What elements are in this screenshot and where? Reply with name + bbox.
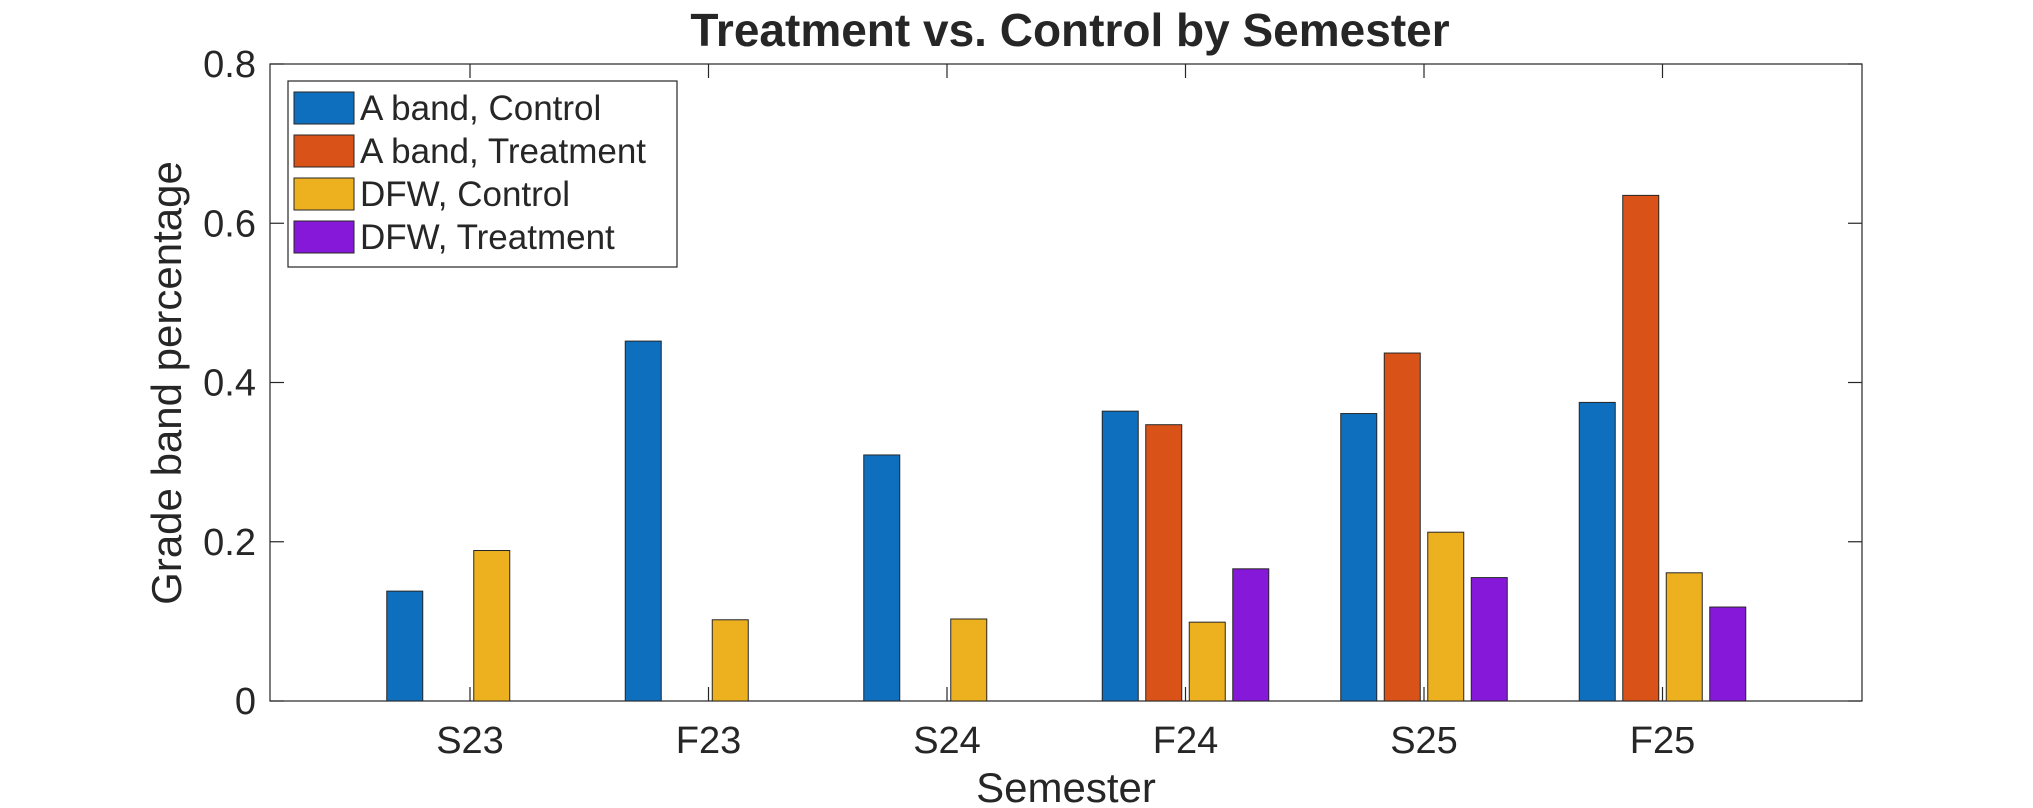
bar-s25-series-1 xyxy=(1340,413,1378,702)
legend-swatch xyxy=(293,134,355,168)
legend-label: DFW, Treatment xyxy=(360,218,615,257)
y-tick-label: 0.8 xyxy=(203,44,256,86)
legend-label: A band, Treatment xyxy=(360,132,646,171)
axis-ticks: S23 F23 S24 F24 S25 F25 0 0.2 0.4 0.6 0.8 xyxy=(203,44,1862,762)
bar-s25-series-2 xyxy=(1383,352,1421,702)
bar-f25-series-4 xyxy=(1709,606,1747,702)
bar-f24-series-3 xyxy=(1188,621,1226,702)
x-tick-label: S24 xyxy=(913,720,981,762)
bar-f25-series-2 xyxy=(1622,194,1660,702)
x-axis-label: Semester xyxy=(976,764,1156,808)
bar-f25-series-1 xyxy=(1578,401,1616,702)
bar-s23-series-3 xyxy=(473,550,511,702)
bar-s25-series-4 xyxy=(1470,577,1508,702)
bar-s24-series-3 xyxy=(950,618,988,702)
x-tick-label: S25 xyxy=(1390,720,1458,762)
bar-s24-series-1 xyxy=(863,454,901,702)
chart-title: Treatment vs. Control by Semester xyxy=(690,4,1449,56)
y-tick-label: 0 xyxy=(235,681,256,723)
x-tick-label: S23 xyxy=(436,720,504,762)
y-axis-label: Grade band percentage xyxy=(143,161,190,605)
bar-f24-series-4 xyxy=(1232,568,1270,702)
legend-label: A band, Control xyxy=(360,89,601,128)
x-tick-label: F23 xyxy=(676,720,741,762)
legend-swatch xyxy=(293,91,355,125)
legend-swatch xyxy=(293,177,355,211)
bar-f24-series-2 xyxy=(1145,424,1183,702)
bar-s23-series-1 xyxy=(386,590,424,702)
bars-group xyxy=(386,194,1747,702)
legend-swatch xyxy=(293,220,355,254)
x-tick-label: F25 xyxy=(1630,720,1695,762)
y-tick-label: 0.4 xyxy=(203,363,256,405)
bar-f24-series-1 xyxy=(1101,410,1139,702)
y-tick-label: 0.2 xyxy=(203,522,256,564)
x-tick-label: F24 xyxy=(1153,720,1218,762)
legend-label: DFW, Control xyxy=(360,175,570,214)
legend: A band, Control A band, Treatment DFW, Con… xyxy=(287,80,678,268)
y-tick-label: 0.6 xyxy=(203,203,256,245)
bar-f25-series-3 xyxy=(1665,572,1703,702)
bar-f23-series-1 xyxy=(624,340,662,702)
bar-f23-series-3 xyxy=(711,619,749,702)
bar-s25-series-3 xyxy=(1427,531,1465,702)
